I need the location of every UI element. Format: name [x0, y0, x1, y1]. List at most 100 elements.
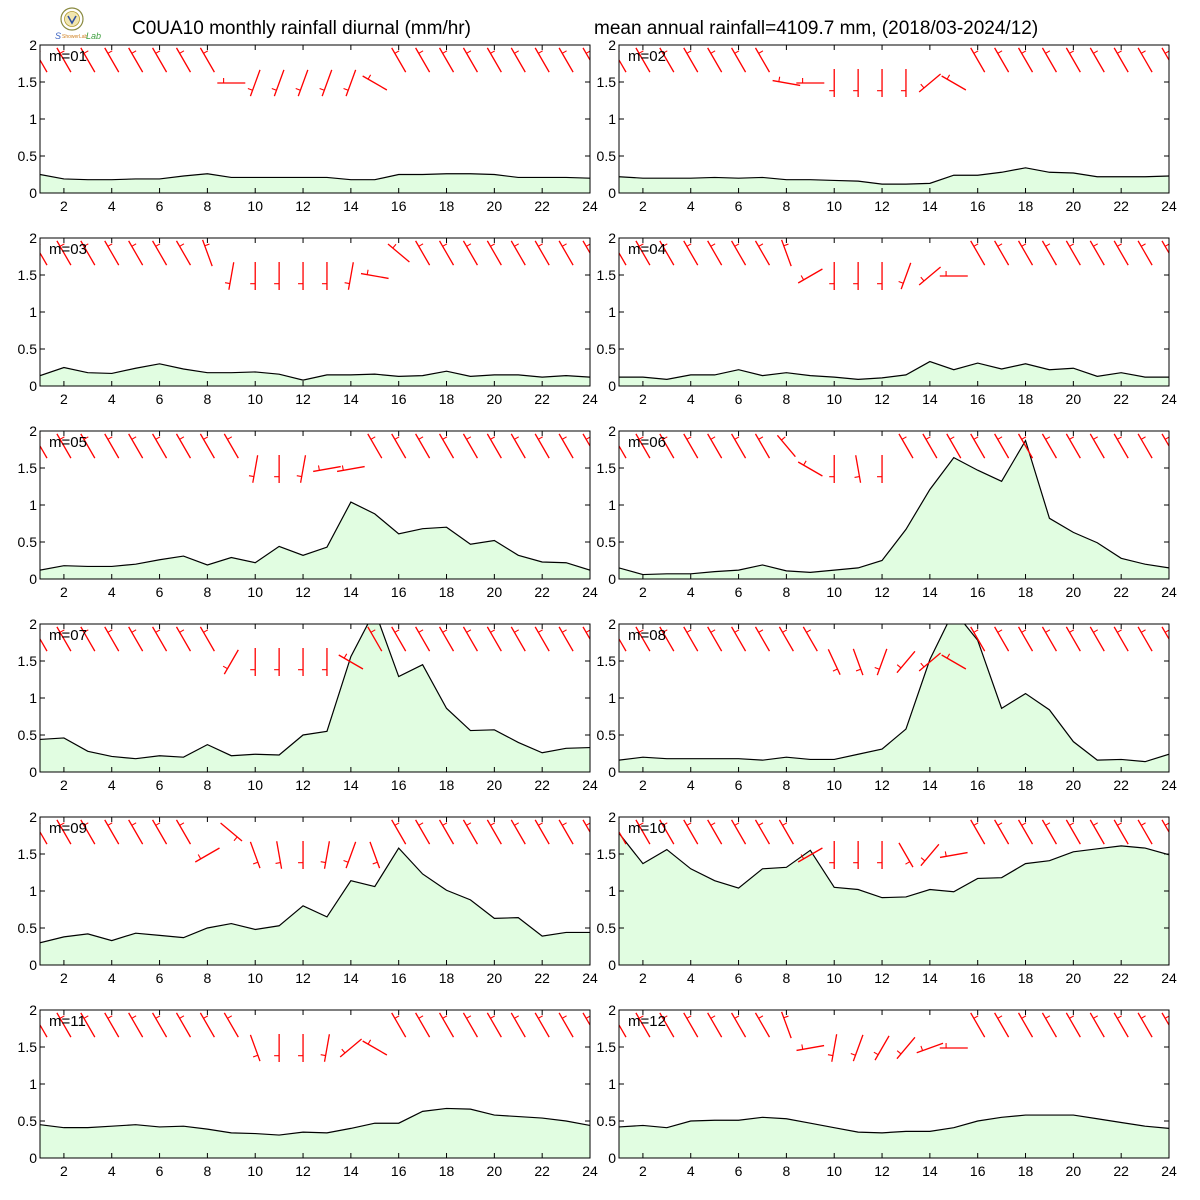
x-tick-label: 20: [487, 584, 503, 600]
x-tick-label: 18: [439, 1163, 455, 1179]
wind-barb: [128, 47, 144, 73]
x-tick-label: 8: [203, 1163, 211, 1179]
wind-barb: [1137, 626, 1153, 652]
x-tick-label: 24: [582, 1163, 598, 1179]
x-tick-label: 8: [782, 391, 790, 407]
x-tick-label: 8: [203, 391, 211, 407]
x-tick-label: 4: [687, 584, 695, 600]
x-tick-label: 22: [534, 584, 550, 600]
wind-barb: [877, 455, 883, 483]
y-tick-label: 0: [29, 571, 37, 587]
wind-barb: [635, 47, 651, 73]
wind-barb: [970, 433, 986, 459]
wind-barb: [731, 1012, 747, 1038]
wind-barb: [362, 74, 388, 91]
wind-barb: [56, 433, 72, 459]
x-tick-label: 16: [391, 391, 407, 407]
wind-barb: [343, 841, 357, 869]
x-tick-label: 24: [1161, 1163, 1177, 1179]
x-tick-label: 10: [247, 391, 263, 407]
wind-barb: [994, 819, 1010, 845]
wind-barb: [829, 841, 835, 869]
x-tick-label: 20: [487, 777, 503, 793]
wind-barb: [707, 433, 723, 459]
wind-barb: [778, 626, 794, 652]
wind-barb: [558, 433, 574, 459]
wind-barb: [776, 434, 796, 458]
wind-barb: [731, 47, 747, 73]
wind-barb: [510, 626, 526, 652]
month-label: m=04: [628, 241, 666, 258]
x-tick-label: 12: [295, 391, 311, 407]
wind-barb: [1065, 819, 1081, 845]
wind-barb: [80, 626, 96, 652]
wind-barb: [772, 76, 801, 87]
wind-barb: [1017, 240, 1034, 266]
x-tick-label: 20: [1066, 777, 1082, 793]
x-tick-label: 8: [203, 970, 211, 986]
wind-barb: [104, 240, 120, 266]
wind-barb: [534, 240, 550, 266]
wind-barb: [994, 433, 1010, 459]
x-tick-label: 4: [108, 970, 116, 986]
y-tick-label: 0.5: [597, 727, 617, 743]
y-tick-label: 1: [608, 690, 616, 706]
wind-barb: [128, 433, 144, 459]
x-tick-label: 18: [1018, 198, 1034, 214]
y-tick-label: 1.5: [597, 267, 617, 283]
chart-title: C0UA10 monthly rainfall diurnal (mm/hr): [132, 18, 471, 39]
rainfall-area: [40, 363, 590, 386]
wind-barb: [558, 240, 574, 266]
wind-barb: [946, 433, 962, 459]
wind-barb: [40, 243, 48, 266]
x-tick-label: 2: [639, 391, 647, 407]
wind-barb: [754, 47, 771, 73]
month-label: m=08: [628, 627, 666, 644]
wind-barb: [199, 47, 215, 73]
x-tick-label: 12: [295, 970, 311, 986]
x-tick-label: 16: [970, 391, 986, 407]
y-tick-label: 0.5: [18, 1113, 38, 1129]
y-tick-label: 1: [29, 497, 37, 513]
x-tick-label: 12: [874, 777, 890, 793]
y-tick-label: 1.5: [18, 460, 38, 476]
x-tick-label: 18: [439, 777, 455, 793]
x-tick-label: 16: [391, 584, 407, 600]
x-tick-label: 4: [108, 777, 116, 793]
y-tick-label: 0.5: [597, 148, 617, 164]
wind-barb: [175, 1012, 192, 1038]
y-tick-label: 1.5: [597, 653, 617, 669]
wind-barb: [754, 240, 771, 266]
wind-barb: [898, 433, 914, 459]
wind-barb: [321, 262, 328, 290]
wind-barb: [56, 626, 72, 652]
x-tick-label: 24: [582, 198, 598, 214]
x-tick-label: 22: [534, 1163, 550, 1179]
wind-barb: [415, 433, 431, 459]
y-tick-label: 0: [608, 957, 616, 973]
wind-barb: [510, 433, 526, 459]
y-tick-label: 1: [608, 883, 616, 899]
wind-barb: [194, 847, 220, 863]
wind-barb: [40, 822, 48, 845]
y-tick-label: 2: [29, 1002, 37, 1018]
x-tick-label: 14: [343, 970, 359, 986]
wind-barb: [56, 819, 72, 845]
wind-barb: [339, 1038, 363, 1058]
y-tick-label: 2: [608, 616, 616, 632]
x-tick-label: 16: [970, 970, 986, 986]
x-tick-label: 14: [343, 584, 359, 600]
wind-barb: [247, 69, 261, 97]
wind-barb: [619, 629, 627, 652]
wind-barb: [558, 819, 574, 845]
x-tick-label: 14: [922, 584, 938, 600]
wind-barb: [224, 262, 235, 290]
x-tick-label: 10: [247, 1163, 263, 1179]
y-tick-label: 1.5: [18, 846, 38, 862]
x-tick-label: 12: [295, 198, 311, 214]
